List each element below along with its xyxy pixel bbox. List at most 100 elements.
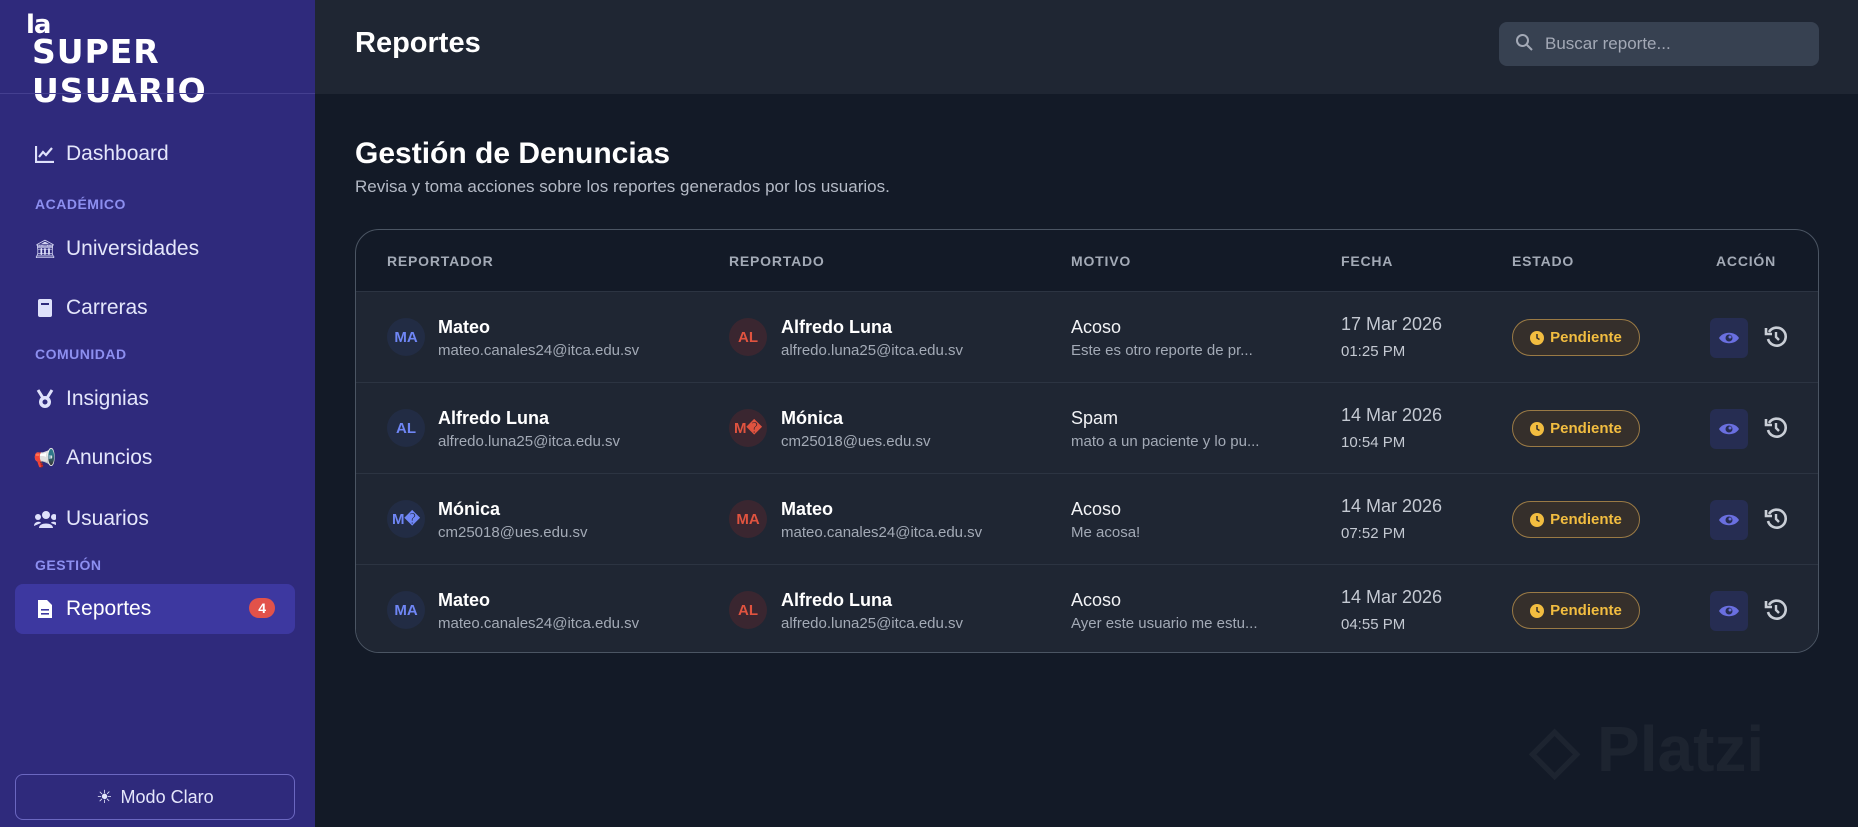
status-badge: Pendiente bbox=[1512, 410, 1640, 447]
reporter-avatar: MA bbox=[387, 591, 425, 629]
history-button[interactable] bbox=[1760, 412, 1792, 444]
reason-description: Me acosa! bbox=[1071, 524, 1141, 541]
reason: Spam bbox=[1071, 408, 1119, 428]
status-label: Pendiente bbox=[1550, 511, 1622, 528]
history-icon bbox=[1764, 326, 1787, 347]
clock-icon bbox=[1530, 421, 1545, 436]
theme-toggle-button[interactable]: ☀ Modo Claro bbox=[15, 774, 295, 820]
logo[interactable]: la SUPER USUARIO bbox=[24, 8, 284, 110]
column-header-estado: ESTADO bbox=[1512, 252, 1575, 269]
reported-email: mateo.canales24@itca.edu.sv bbox=[781, 524, 983, 541]
history-icon bbox=[1764, 417, 1787, 438]
university-icon: 🏛 bbox=[33, 238, 57, 259]
view-button[interactable] bbox=[1710, 409, 1748, 449]
sidebar-item-insignias[interactable]: Insignias bbox=[15, 374, 295, 424]
section-label-gestion: GESTIÓN bbox=[35, 557, 102, 573]
reporter-name: Mateo bbox=[438, 317, 491, 337]
reporter-email: cm25018@ues.edu.sv bbox=[438, 524, 588, 541]
section-heading: Gestión de Denuncias bbox=[355, 137, 671, 170]
status-badge: Pendiente bbox=[1512, 501, 1640, 538]
reported-name: Alfredo Luna bbox=[781, 590, 892, 610]
eye-icon bbox=[1719, 332, 1739, 344]
report-time: 07:52 PM bbox=[1341, 525, 1406, 542]
sidebar-item-label: Usuarios bbox=[66, 507, 149, 530]
logo-text-main: SUPER USUARIO bbox=[32, 32, 207, 110]
column-header-motivo: MOTIVO bbox=[1071, 252, 1132, 269]
section-label-comunidad: COMUNIDAD bbox=[35, 346, 127, 362]
status-label: Pendiente bbox=[1550, 602, 1622, 619]
sidebar-item-dashboard[interactable]: Dashboard bbox=[15, 129, 295, 179]
megaphone-icon: 📢 bbox=[33, 447, 57, 468]
eye-icon bbox=[1719, 605, 1739, 617]
column-header-reportador: REPORTADOR bbox=[387, 252, 494, 269]
column-header-accion: ACCIÓN bbox=[1716, 252, 1777, 269]
view-button[interactable] bbox=[1710, 591, 1748, 631]
eye-icon bbox=[1719, 514, 1739, 526]
report-time: 04:55 PM bbox=[1341, 616, 1406, 633]
medal-icon bbox=[34, 388, 56, 410]
status-badge: Pendiente bbox=[1512, 592, 1640, 629]
report-time: 10:54 PM bbox=[1341, 434, 1406, 451]
sidebar-item-label: Anuncios bbox=[66, 446, 153, 469]
sidebar-item-usuarios[interactable]: Usuarios bbox=[15, 494, 295, 544]
book-icon bbox=[34, 297, 56, 319]
sidebar: la SUPER USUARIO Dashboard ACADÉMICO 🏛 Un… bbox=[0, 0, 315, 827]
reporter-email: alfredo.luna25@itca.edu.sv bbox=[438, 433, 621, 450]
page-title: Reportes bbox=[355, 27, 481, 59]
report-date: 14 Mar 2026 bbox=[1341, 405, 1443, 425]
sidebar-item-anuncios[interactable]: 📢 Anuncios bbox=[15, 433, 295, 483]
history-button[interactable] bbox=[1760, 503, 1792, 535]
reported-email: alfredo.luna25@itca.edu.sv bbox=[781, 342, 964, 359]
status-label: Pendiente bbox=[1550, 420, 1622, 437]
reason-description: mato a un paciente y lo pu... bbox=[1071, 433, 1260, 450]
column-header-reportado: REPORTADO bbox=[729, 252, 825, 269]
users-icon bbox=[34, 508, 56, 530]
history-icon bbox=[1764, 508, 1787, 529]
reported-avatar: AL bbox=[729, 591, 767, 629]
column-header-fecha: FECHA bbox=[1341, 252, 1394, 269]
report-date: 17 Mar 2026 bbox=[1341, 314, 1443, 334]
platzi-watermark: ◇ Platzi bbox=[1530, 713, 1765, 785]
reporter-name: Mónica bbox=[438, 499, 501, 519]
reason-description: Ayer este usuario me estu... bbox=[1071, 615, 1258, 632]
section-subtitle: Revisa y toma acciones sobre los reporte… bbox=[355, 177, 890, 196]
reporter-avatar: M� bbox=[387, 500, 425, 538]
table-row: AL Alfredo Luna alfredo.luna25@itca.edu.… bbox=[356, 382, 1818, 473]
search-input[interactable]: Buscar reporte... bbox=[1499, 22, 1819, 66]
reason-description: Este es otro reporte de pr... bbox=[1071, 342, 1253, 359]
clock-icon bbox=[1530, 512, 1545, 527]
history-button[interactable] bbox=[1760, 321, 1792, 353]
status-label: Pendiente bbox=[1550, 329, 1622, 346]
eye-icon bbox=[1719, 423, 1739, 435]
report-date: 14 Mar 2026 bbox=[1341, 496, 1443, 516]
reporter-email: mateo.canales24@itca.edu.sv bbox=[438, 615, 640, 632]
theme-toggle-label: Modo Claro bbox=[120, 786, 214, 807]
clock-icon bbox=[1530, 603, 1545, 618]
search-placeholder: Buscar reporte... bbox=[1545, 34, 1671, 53]
reported-avatar: AL bbox=[729, 318, 767, 356]
reporter-name: Alfredo Luna bbox=[438, 408, 549, 428]
section-label-academico: ACADÉMICO bbox=[35, 196, 126, 212]
sidebar-item-carreras[interactable]: Carreras bbox=[15, 283, 295, 333]
reported-email: cm25018@ues.edu.sv bbox=[781, 433, 931, 450]
table-row: MA Mateo mateo.canales24@itca.edu.sv AL … bbox=[356, 564, 1818, 652]
reason: Acoso bbox=[1071, 499, 1122, 519]
reason: Acoso bbox=[1071, 317, 1122, 337]
view-button[interactable] bbox=[1710, 500, 1748, 540]
reported-name: Mónica bbox=[781, 408, 844, 428]
reporter-avatar: MA bbox=[387, 318, 425, 356]
sidebar-item-label: Carreras bbox=[66, 296, 148, 319]
view-button[interactable] bbox=[1710, 318, 1748, 358]
reported-avatar: M� bbox=[729, 409, 767, 447]
table-row: MA Mateo mateo.canales24@itca.edu.sv AL … bbox=[356, 291, 1818, 382]
reported-avatar: MA bbox=[729, 500, 767, 538]
top-bar: Reportes Buscar reporte... bbox=[315, 0, 1858, 94]
status-badge: Pendiente bbox=[1512, 319, 1640, 356]
sidebar-item-universidades[interactable]: 🏛 Universidades bbox=[15, 224, 295, 274]
reported-name: Mateo bbox=[781, 499, 834, 519]
history-button[interactable] bbox=[1760, 594, 1792, 626]
sidebar-item-reportes[interactable]: Reportes 4 bbox=[15, 584, 295, 634]
reason: Acoso bbox=[1071, 590, 1122, 610]
report-time: 01:25 PM bbox=[1341, 343, 1406, 360]
report-date: 14 Mar 2026 bbox=[1341, 587, 1443, 607]
